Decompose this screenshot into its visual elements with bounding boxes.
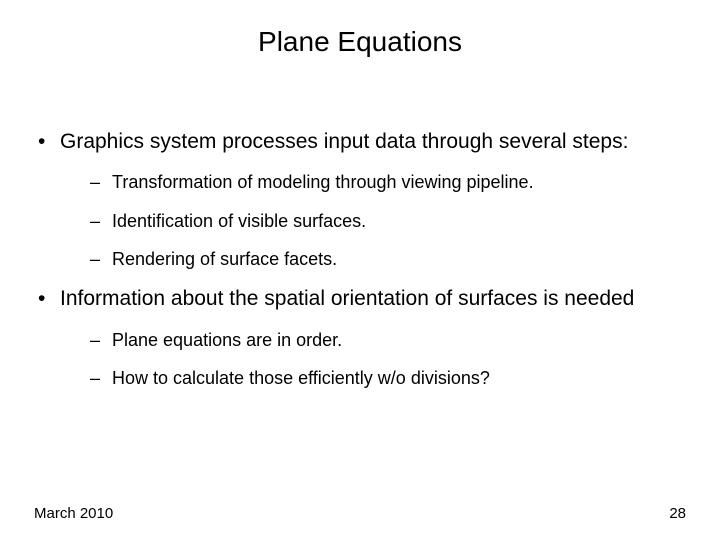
footer-page-number: 28 [669,505,686,522]
footer-date: March 2010 [34,505,113,522]
list-item: How to calculate those efficiently w/o d… [60,366,680,390]
bullet-text: Transformation of modeling through viewi… [112,172,534,192]
list-item: Information about the spatial orientatio… [34,285,680,390]
bullet-text: Plane equations are in order. [112,330,342,350]
bullet-text: Information about the spatial orientatio… [60,287,634,310]
slide-body: Graphics system processes input data thr… [34,128,680,404]
list-item: Rendering of surface facets. [60,247,680,271]
bullet-text: Rendering of surface facets. [112,249,337,269]
list-item: Graphics system processes input data thr… [34,128,680,271]
list-item: Transformation of modeling through viewi… [60,170,680,194]
list-item: Identification of visible surfaces. [60,209,680,233]
bullet-list-level2: Transformation of modeling through viewi… [60,170,680,271]
slide: Plane Equations Graphics system processe… [0,0,720,540]
list-item: Plane equations are in order. [60,328,680,352]
slide-title: Plane Equations [0,26,720,58]
bullet-list-level2: Plane equations are in order. How to cal… [60,328,680,391]
bullet-text: Identification of visible surfaces. [112,211,366,231]
bullet-list-level1: Graphics system processes input data thr… [34,128,680,390]
bullet-text: How to calculate those efficiently w/o d… [112,368,490,388]
bullet-text: Graphics system processes input data thr… [60,130,628,153]
